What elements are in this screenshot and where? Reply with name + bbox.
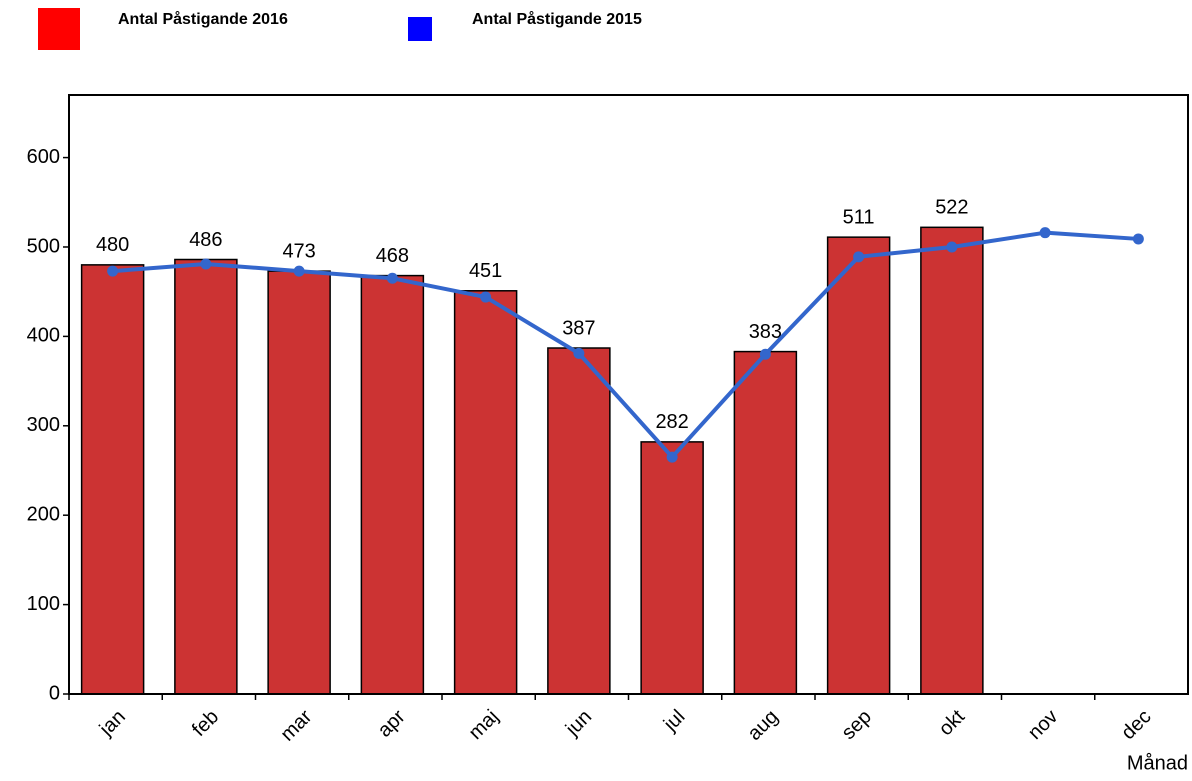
x-tick-label: nov — [1024, 706, 1062, 744]
data-label: 383 — [749, 321, 782, 343]
data-label: 468 — [376, 245, 409, 267]
legend-marker — [408, 17, 432, 41]
x-tick-label: jul — [659, 706, 689, 736]
line-point — [759, 348, 771, 360]
y-tick-label: 600 — [27, 146, 60, 168]
x-tick-label: okt — [935, 705, 970, 740]
x-tick-label: mar — [276, 705, 316, 745]
x-tick-label: sep — [838, 706, 876, 744]
x-tick-label: jan — [95, 706, 130, 741]
y-tick-label: 300 — [27, 414, 60, 436]
line-point — [107, 265, 119, 277]
data-label: 511 — [843, 206, 875, 228]
data-label: 387 — [562, 317, 595, 339]
bar — [80, 264, 145, 695]
bar — [547, 347, 611, 695]
bar — [174, 258, 238, 695]
data-label: 451 — [469, 260, 502, 282]
bar — [826, 236, 891, 695]
line-point — [200, 258, 212, 270]
data-label: 486 — [189, 229, 222, 251]
legend-label: Antal Påstigande 2015 — [472, 10, 642, 28]
line-point — [1039, 227, 1051, 239]
x-tick-label: aug — [743, 706, 782, 745]
y-tick-label: 400 — [27, 325, 60, 347]
data-label: 480 — [96, 234, 129, 256]
x-axis-title: Månad — [1127, 752, 1188, 774]
line — [112, 230, 1139, 460]
legend-label: Antal Påstigande 2016 — [118, 10, 288, 28]
x-tick-label: dec — [1117, 706, 1155, 744]
data-label: 473 — [282, 240, 315, 262]
y-tick-label: 500 — [27, 235, 60, 257]
y-tick-label: 100 — [27, 593, 60, 615]
x-tick-label: jun — [561, 706, 596, 741]
bar — [360, 274, 425, 695]
line-point — [480, 291, 492, 303]
x-tick-label: apr — [374, 705, 410, 741]
bar — [733, 350, 798, 695]
bar — [267, 270, 331, 695]
x-tick-label: maj — [465, 706, 503, 744]
line-point — [666, 451, 678, 463]
line-point — [573, 347, 585, 359]
line-point — [293, 265, 305, 277]
line-point — [1132, 233, 1144, 245]
legend-marker — [38, 8, 80, 50]
x-tick-label: feb — [188, 706, 223, 741]
y-tick-label: 0 — [49, 682, 60, 704]
line-point — [946, 241, 958, 253]
data-label: 282 — [655, 411, 688, 433]
data-label: 522 — [935, 197, 968, 219]
bar — [920, 226, 984, 695]
line-point — [853, 251, 865, 263]
bar — [640, 441, 704, 695]
bar — [453, 290, 518, 695]
line-point — [386, 272, 398, 284]
y-tick-label: 200 — [27, 503, 60, 525]
